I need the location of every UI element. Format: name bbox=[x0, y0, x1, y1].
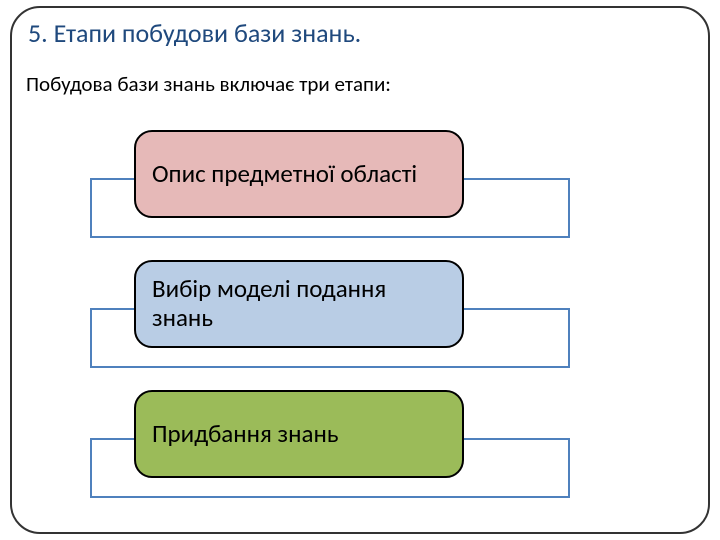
stage-3-label: Придбання знань bbox=[152, 420, 339, 449]
stage-3-front: Придбання знань bbox=[134, 390, 464, 478]
stage-1-label: Опис предметної області bbox=[152, 160, 417, 189]
stage-3: Придбання знань bbox=[90, 390, 570, 498]
stage-1: Опис предметної області bbox=[90, 130, 570, 238]
stage-2: Вибір моделі подання знань bbox=[90, 260, 570, 368]
stage-2-front: Вибір моделі подання знань bbox=[134, 260, 464, 348]
stage-2-label: Вибір моделі подання знань bbox=[152, 275, 446, 333]
stage-1-front: Опис предметної області bbox=[134, 130, 464, 218]
slide-title: 5. Етапи побудови бази знань. bbox=[28, 18, 361, 49]
slide-subtitle: Побудова бази знань включає три етапи: bbox=[26, 72, 391, 97]
slide: 5. Етапи побудови бази знань. Побудова б… bbox=[0, 0, 720, 540]
